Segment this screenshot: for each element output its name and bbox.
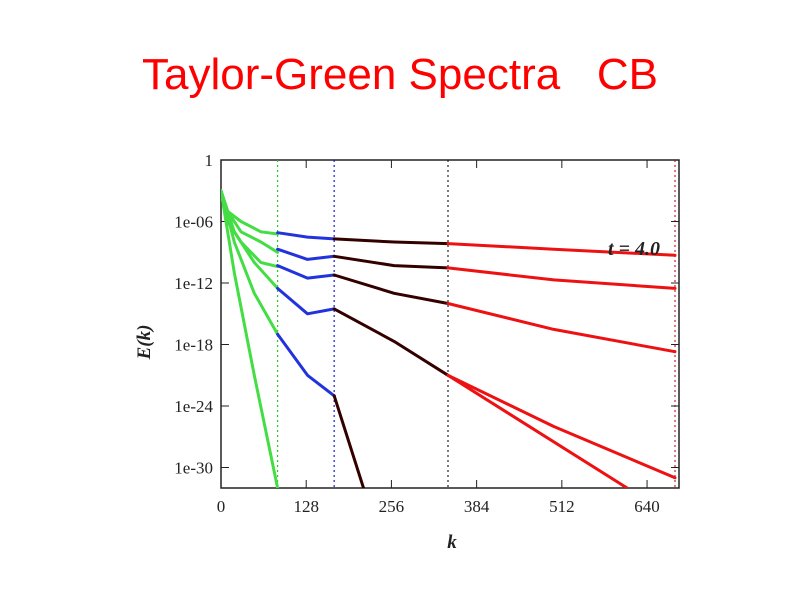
spectrum-curve [446, 266, 677, 290]
spectrum-curve [446, 373, 629, 488]
y-tick-label: 1e-18 [174, 336, 213, 355]
y-tick-label: 1e-12 [174, 274, 213, 293]
y-tick-label: 1e-06 [174, 213, 213, 232]
spectrum-curve [446, 373, 677, 480]
x-tick-label: 640 [634, 497, 660, 516]
spectrum-curve [276, 332, 336, 398]
y-axis-label: E(k) [134, 325, 155, 361]
x-tick-label: 512 [549, 497, 575, 516]
y-tick-label: 1 [205, 151, 214, 170]
time-annotation: t = 4.0 [608, 238, 660, 260]
x-tick-label: 384 [464, 497, 490, 516]
spectrum-curve [332, 273, 450, 305]
y-tick-label: 1e-24 [174, 397, 213, 416]
spectrum-curve [446, 242, 677, 257]
x-axis-label: k [447, 532, 457, 553]
y-tick-label: 1e-30 [174, 459, 213, 478]
x-tick-label: 0 [217, 497, 226, 516]
spectrum-curve [446, 302, 677, 354]
spectrum-curve [276, 264, 336, 280]
spectrum-curve [332, 394, 365, 488]
plot-frame [220, 159, 680, 489]
slide-title: Taylor-Green Spectra CB [142, 50, 658, 99]
spectrum-curve [332, 307, 450, 377]
spectrum-curve [221, 189, 280, 488]
spectrum-curve [276, 231, 336, 241]
spectrum-curve [332, 237, 450, 246]
spectrum-curve [276, 247, 336, 261]
spectrum-curve [276, 286, 336, 316]
x-tick-label: 128 [293, 497, 319, 516]
spectrum-curve [221, 189, 280, 336]
spectrum-curve [332, 254, 450, 270]
x-tick-label: 256 [379, 497, 405, 516]
